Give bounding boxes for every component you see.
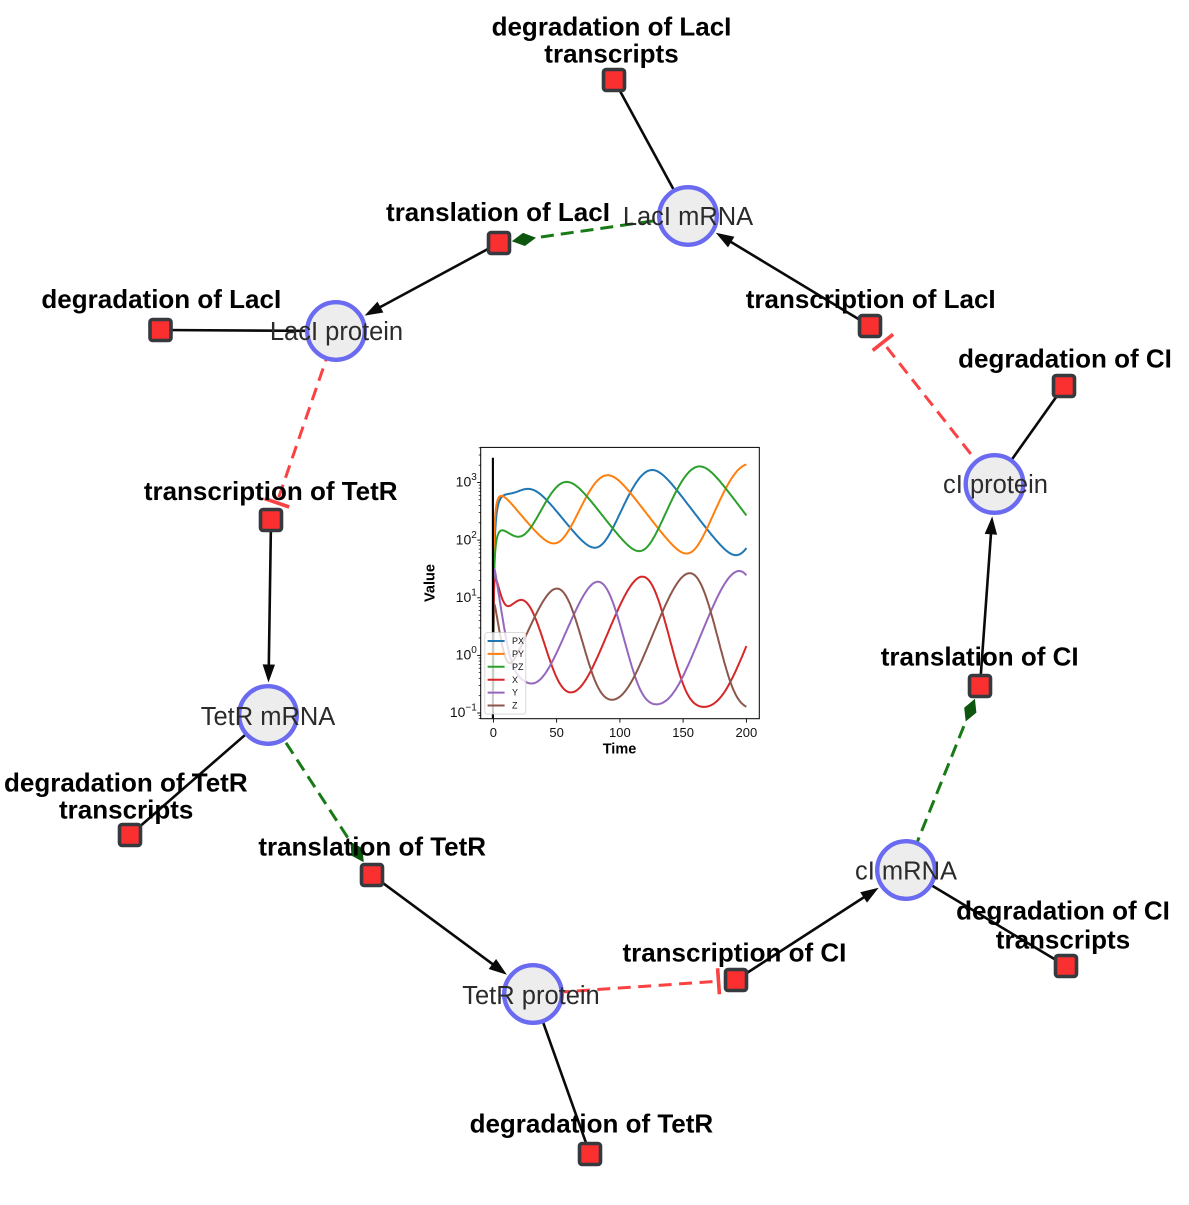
svg-text:PZ: PZ (512, 662, 524, 672)
svg-text:PY: PY (512, 649, 524, 659)
svg-text:Value: Value (423, 564, 439, 602)
svg-text:degradation of TetR: degradation of TetR (470, 1109, 714, 1139)
svg-text:degradation of LacI: degradation of LacI (41, 284, 281, 314)
svg-text:degradation of CI: degradation of CI (956, 895, 1170, 925)
svg-text:degradation of LacI: degradation of LacI (492, 11, 732, 41)
svg-text:X: X (512, 675, 518, 685)
svg-text:TetR mRNA: TetR mRNA (201, 703, 336, 731)
svg-text:TetR protein: TetR protein (462, 982, 600, 1010)
svg-text:degradation of CI: degradation of CI (958, 344, 1172, 374)
svg-text:transcription of LacI: transcription of LacI (746, 284, 996, 314)
svg-text:transcripts: transcripts (544, 39, 678, 69)
svg-text:LacI mRNA: LacI mRNA (623, 203, 753, 231)
svg-text:translation of LacI: translation of LacI (386, 197, 610, 227)
svg-text:transcription of TetR: transcription of TetR (144, 476, 398, 506)
svg-text:50: 50 (549, 725, 563, 740)
svg-text:translation of CI: translation of CI (881, 642, 1079, 672)
svg-text:200: 200 (736, 725, 758, 740)
svg-text:Y: Y (512, 688, 518, 698)
svg-text:LacI protein: LacI protein (270, 318, 403, 346)
svg-text:transcription of CI: transcription of CI (622, 937, 846, 967)
svg-text:degradation of TetR: degradation of TetR (4, 767, 248, 797)
svg-text:cI mRNA: cI mRNA (855, 858, 957, 886)
svg-text:PX: PX (512, 636, 524, 646)
svg-text:translation of TetR: translation of TetR (258, 832, 486, 862)
svg-text:Time: Time (603, 742, 637, 758)
svg-text:0: 0 (490, 725, 497, 740)
svg-text:100: 100 (609, 725, 631, 740)
svg-text:Z: Z (512, 701, 518, 711)
svg-text:150: 150 (672, 725, 694, 740)
svg-text:transcripts: transcripts (59, 795, 193, 825)
svg-text:cI protein: cI protein (943, 471, 1048, 499)
svg-text:transcripts: transcripts (996, 925, 1130, 955)
